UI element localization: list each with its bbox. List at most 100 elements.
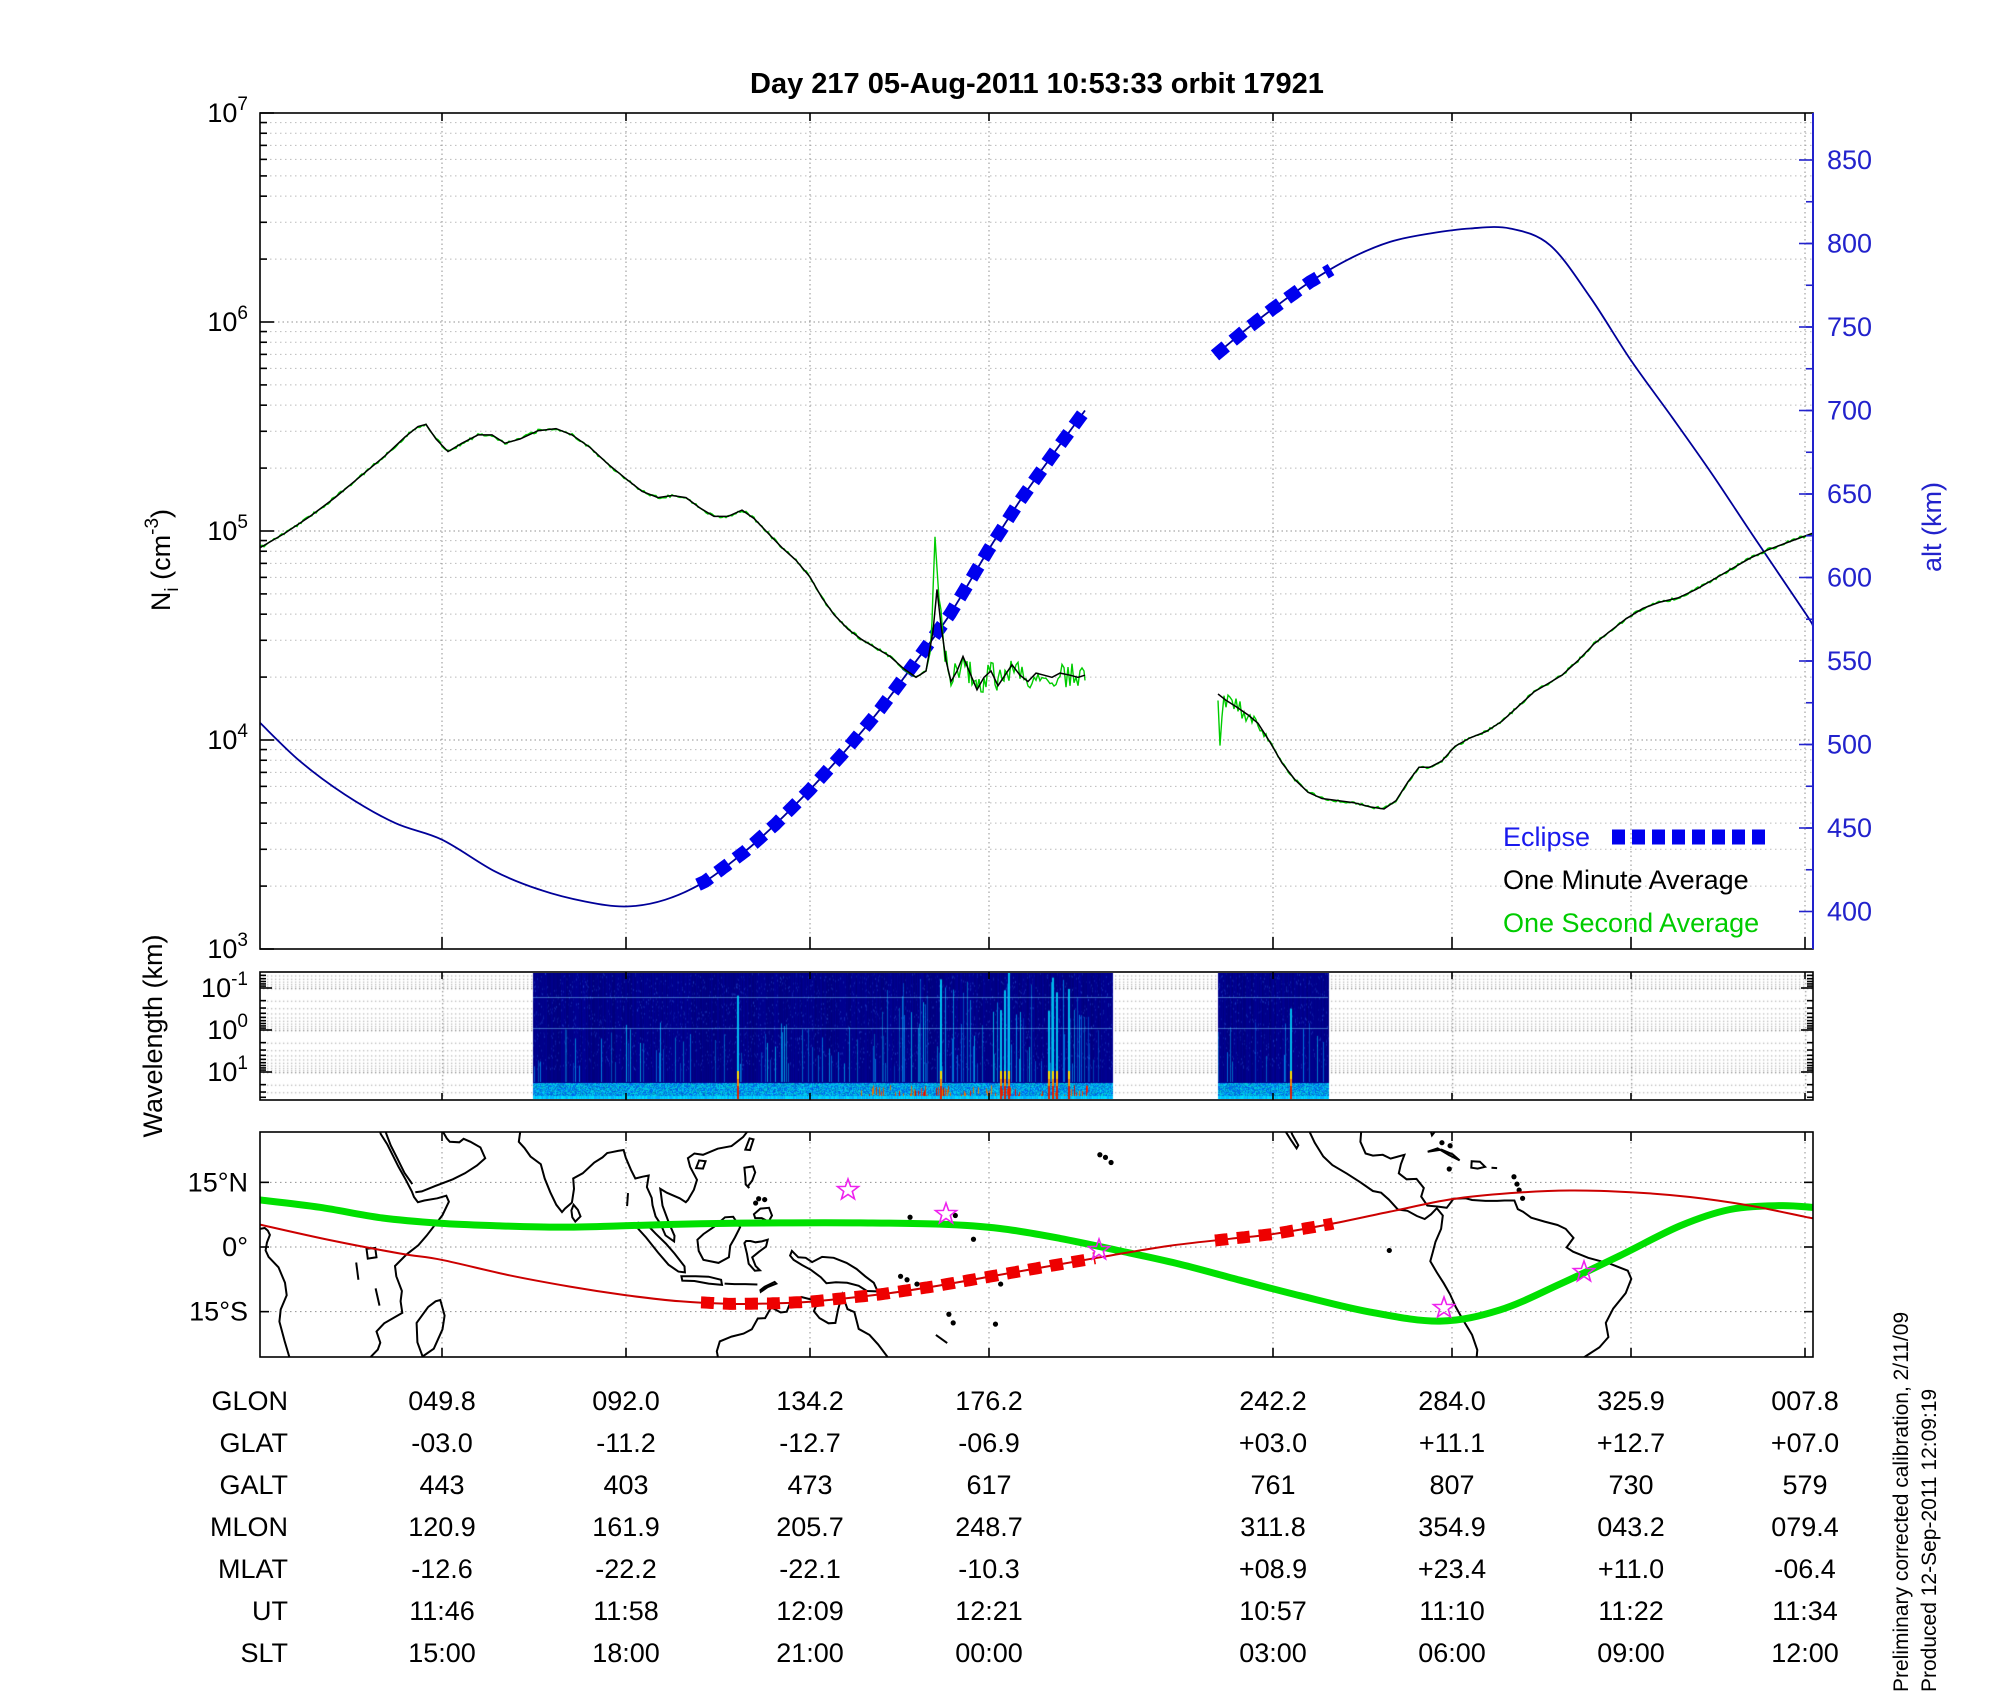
legend-one-second-label: One Second Average [1503, 908, 1759, 938]
island-dot [992, 1321, 999, 1327]
right-axis-title-altitude: alt (km) [1917, 482, 1947, 572]
ground-track-line [260, 1189, 1813, 1306]
map-lat-label: 15°S [189, 1297, 248, 1327]
ground-station-star [933, 1200, 959, 1225]
tick-label: 106 [207, 303, 248, 337]
island-dot [1511, 1174, 1517, 1180]
island-dot [1514, 1181, 1520, 1187]
alt-tick-label: 500 [1827, 730, 1872, 760]
coastline [743, 1238, 770, 1272]
tick-label: 101 [207, 1053, 248, 1087]
coastline [415, 1298, 446, 1357]
ground-station-star [835, 1176, 861, 1201]
island-dot [1447, 1143, 1453, 1149]
eclipse-dashes [1210, 264, 1335, 361]
tick-label: 105 [207, 512, 248, 546]
coastline [743, 1165, 757, 1189]
tick-label: 103 [207, 930, 248, 964]
tick-label: 104 [207, 721, 248, 755]
coastline [415, 1132, 487, 1194]
coastline [637, 1221, 686, 1274]
island-dot [1108, 1159, 1114, 1166]
island-dot [907, 1214, 913, 1220]
ground-station-star [1086, 1236, 1112, 1261]
island-dot [762, 1196, 768, 1203]
tick-label: 107 [207, 94, 248, 128]
calibration-note: Preliminary corrected calibration, 2/11/… [1890, 1312, 1913, 1692]
map-lat-label: 0° [222, 1232, 248, 1262]
coastline [1308, 1132, 1479, 1357]
coastline [1429, 1132, 1436, 1138]
plot-title: Day 217 05-Aug-2011 10:53:33 orbit 17921 [750, 68, 1324, 100]
map-content [260, 1132, 1813, 1357]
axis-ticks [260, 112, 1813, 1357]
density-panel-curves [260, 226, 1813, 908]
island-dot [1386, 1247, 1392, 1254]
legend-one-minute-label: One Minute Average [1503, 865, 1749, 895]
coastline [724, 1282, 758, 1286]
coastline [788, 1249, 880, 1293]
produced-note: Produced 12-Sep-2011 12:09:19 [1918, 1389, 1941, 1692]
alt-tick-label: 700 [1827, 396, 1872, 426]
coastline [517, 1132, 749, 1244]
density-panel-grid [260, 113, 1813, 949]
island-dot [970, 1236, 977, 1242]
island-dot [756, 1196, 762, 1202]
alt-tick-label: 850 [1827, 145, 1872, 175]
magnetic-equator-line [260, 1196, 1813, 1325]
island-dot [753, 1200, 759, 1206]
map-lat-label: 15°N [188, 1167, 248, 1197]
island-dot [897, 1273, 904, 1279]
island-dot [904, 1277, 910, 1283]
map-grid [260, 1132, 1813, 1357]
coastline [260, 1226, 291, 1357]
tick-label: 10-1 [201, 969, 248, 1003]
alt-tick-label: 800 [1827, 229, 1872, 259]
y-axis-title-density: Ni (cm-3) [142, 509, 183, 611]
coastline [694, 1159, 707, 1170]
ground-station-star [1571, 1258, 1597, 1283]
coastline [369, 1132, 450, 1357]
ground-track-eclipse-dashes [700, 1252, 1096, 1310]
panel-frames [259, 112, 1814, 1358]
altitude-curve [260, 409, 1086, 908]
coastline [752, 1206, 774, 1223]
eclipse-dashes [695, 406, 1091, 891]
one-minute-average-curve [1217, 532, 1813, 810]
alt-tick-label: 650 [1827, 479, 1872, 509]
altitude-curve [1214, 226, 1813, 627]
one-second-average-curve [260, 423, 1086, 693]
coastline [743, 1137, 755, 1152]
island-dot [1519, 1195, 1526, 1201]
ground-track-eclipse-dashes [1214, 1217, 1335, 1247]
y-axis-title-wavelength: Wavelength (km) [138, 934, 168, 1137]
coastline [1470, 1160, 1488, 1170]
island-dot [950, 1320, 956, 1326]
island-dot [914, 1281, 920, 1287]
coastline [384, 1132, 414, 1185]
alt-tick-label: 750 [1827, 312, 1872, 342]
coastline [680, 1275, 724, 1287]
svg-text:Ni (cm-3): Ni (cm-3) [142, 509, 183, 611]
island-dot [1439, 1140, 1445, 1146]
coastline [1427, 1147, 1461, 1162]
island-dot [1102, 1154, 1109, 1160]
tick-label: 100 [207, 1011, 248, 1045]
coastline [374, 1288, 381, 1306]
ground-station-star [1431, 1294, 1457, 1319]
legend-eclipse-label: Eclipse [1503, 822, 1590, 852]
coastline [355, 1262, 360, 1280]
wavelength-spectrogram-image [261, 973, 1812, 1099]
one-minute-average-curve [260, 423, 1086, 692]
coastline [1284, 1132, 1300, 1151]
alt-tick-label: 400 [1827, 897, 1872, 927]
alt-tick-label: 550 [1827, 646, 1872, 676]
island-dot [1516, 1187, 1522, 1193]
coastline [570, 1202, 582, 1224]
island-dot [952, 1212, 958, 1219]
legend: Eclipse One Minute Average One Second Av… [1503, 822, 1768, 938]
coastline [759, 1280, 779, 1294]
coastline [935, 1334, 948, 1344]
